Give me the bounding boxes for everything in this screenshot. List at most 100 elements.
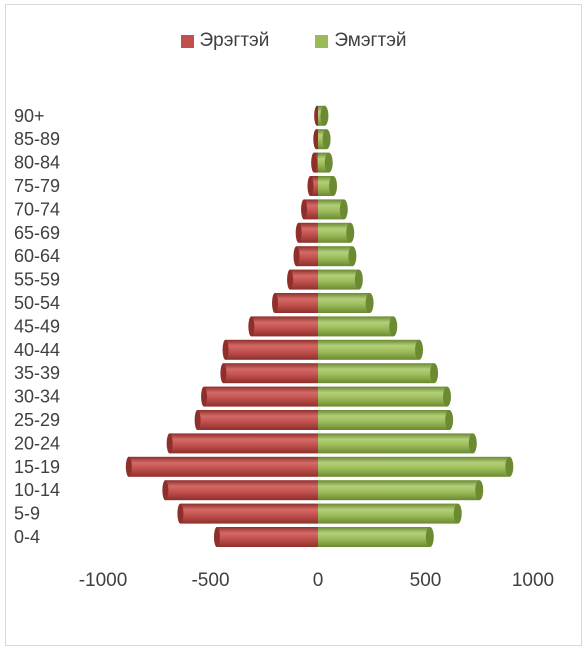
category-label-5-9: 5-9 — [14, 504, 40, 524]
bar-cap-female-80-84 — [324, 152, 333, 173]
category-label-65-69: 65-69 — [14, 223, 60, 243]
category-label-85-89: 85-89 — [14, 129, 60, 149]
bar-cap-female-70-74 — [339, 199, 348, 220]
bar-cap-female-40-44 — [415, 339, 424, 360]
legend-label-male: Эрэгтэй — [199, 30, 270, 51]
bar-male-40-44 — [225, 339, 318, 360]
bar-cap-female-85-89 — [322, 129, 331, 150]
bar-female-65-69 — [318, 222, 351, 243]
bar-cap-male-70-74 — [301, 199, 308, 220]
legend-swatch-male — [180, 34, 194, 48]
bar-cap-male-75-79 — [307, 176, 314, 196]
bar-cap-female-10-14 — [475, 480, 484, 501]
bar-male-15-19 — [128, 456, 318, 477]
category-label-20-24: 20-24 — [14, 433, 60, 453]
bar-cap-female-90+ — [320, 105, 329, 126]
legend-swatch-female — [315, 34, 329, 48]
bars-group — [125, 105, 514, 547]
bar-male-20-24 — [169, 433, 318, 454]
bar-cap-female-50-54 — [365, 293, 374, 313]
legend-label-female: Эмэгтэй — [334, 30, 407, 51]
bar-cap-female-20-24 — [468, 433, 477, 454]
bar-female-50-54 — [318, 293, 370, 313]
bar-female-80-84 — [318, 152, 329, 173]
bar-male-75-79 — [310, 176, 318, 196]
bar-cap-male-65-69 — [295, 222, 302, 243]
bar-cap-male-30-34 — [201, 386, 208, 407]
category-label-50-54: 50-54 — [14, 293, 60, 313]
category-label-25-29: 25-29 — [14, 410, 60, 430]
bar-male-0-4 — [216, 527, 318, 547]
bar-female-5-9 — [318, 503, 458, 524]
bar-male-30-34 — [204, 386, 318, 407]
bar-female-0-4 — [318, 527, 430, 547]
bar-cap-female-0-4 — [425, 527, 434, 547]
bar-male-45-49 — [251, 316, 318, 337]
chart-frame — [5, 4, 582, 646]
x-tick-label-1000: 1000 — [512, 570, 554, 591]
bar-cap-female-60-64 — [348, 246, 357, 267]
bar-female-55-59 — [318, 269, 359, 290]
category-label-35-39: 35-39 — [14, 363, 60, 383]
legend-item-female: Эмэгтэй — [315, 30, 407, 52]
x-tick-labels: -1000 -500 0 500 1000 — [79, 570, 554, 591]
bar-cap-female-75-79 — [329, 176, 338, 196]
category-label-55-59: 55-59 — [14, 270, 60, 290]
bar-cap-male-55-59 — [287, 269, 294, 290]
bar-cap-female-30-34 — [443, 386, 451, 407]
legend: Эрэгтэй Эмэгтэй — [0, 30, 587, 52]
bar-male-5-9 — [180, 503, 318, 524]
bar-cap-female-35-39 — [430, 363, 439, 384]
bar-cap-male-85-89 — [313, 129, 320, 150]
bar-male-50-54 — [275, 293, 318, 313]
category-label-15-19: 15-19 — [14, 457, 60, 477]
bar-male-10-14 — [165, 480, 318, 501]
bar-male-65-69 — [298, 222, 318, 243]
bar-female-75-79 — [318, 176, 334, 196]
bar-male-25-29 — [197, 410, 318, 430]
bar-cap-male-10-14 — [162, 480, 169, 501]
bar-cap-male-45-49 — [248, 316, 255, 337]
bar-cap-male-50-54 — [272, 293, 278, 313]
bar-cap-male-0-4 — [213, 527, 220, 547]
bar-cap-female-55-59 — [354, 269, 363, 290]
bar-male-60-64 — [296, 246, 318, 267]
bar-cap-male-5-9 — [177, 503, 184, 524]
bar-female-30-34 — [318, 386, 447, 407]
x-tick-label--500: -500 — [191, 570, 229, 591]
category-label-90+: 90+ — [14, 106, 45, 126]
bar-cap-male-25-29 — [194, 410, 201, 430]
category-label-80-84: 80-84 — [14, 153, 60, 173]
bar-female-70-74 — [318, 199, 344, 220]
bar-female-35-39 — [318, 363, 435, 384]
bar-male-55-59 — [290, 269, 318, 290]
category-label-0-4: 0-4 — [14, 527, 40, 547]
category-label-70-74: 70-74 — [14, 199, 60, 219]
bar-female-85-89 — [318, 129, 327, 150]
category-label-30-34: 30-34 — [14, 387, 60, 407]
bar-female-45-49 — [318, 316, 394, 337]
bar-cap-female-65-69 — [346, 222, 355, 243]
bar-cap-male-15-19 — [125, 456, 132, 477]
bar-female-20-24 — [318, 433, 473, 454]
bar-female-25-29 — [318, 410, 450, 430]
category-label-45-49: 45-49 — [14, 316, 60, 336]
x-tick-label--1000: -1000 — [79, 570, 128, 591]
category-label-75-79: 75-79 — [14, 176, 60, 196]
bar-cap-female-45-49 — [389, 316, 398, 337]
bar-female-10-14 — [318, 480, 480, 501]
bar-cap-male-40-44 — [222, 339, 229, 360]
bar-cap-male-80-84 — [311, 152, 318, 173]
category-labels: 0-4 5-9 10-14 15-19 20-24 25-29 30-34 35-39 40-4… — [14, 106, 60, 547]
x-tick-label-500: 500 — [410, 570, 442, 591]
bar-cap-male-60-64 — [293, 246, 300, 267]
bar-female-60-64 — [318, 246, 353, 267]
category-label-40-44: 40-44 — [14, 340, 60, 360]
bar-female-40-44 — [318, 339, 420, 360]
bar-cap-male-20-24 — [166, 433, 173, 454]
bar-male-35-39 — [223, 363, 318, 384]
bar-cap-male-35-39 — [220, 363, 227, 384]
category-label-10-14: 10-14 — [14, 480, 60, 500]
bar-cap-female-25-29 — [445, 410, 454, 430]
